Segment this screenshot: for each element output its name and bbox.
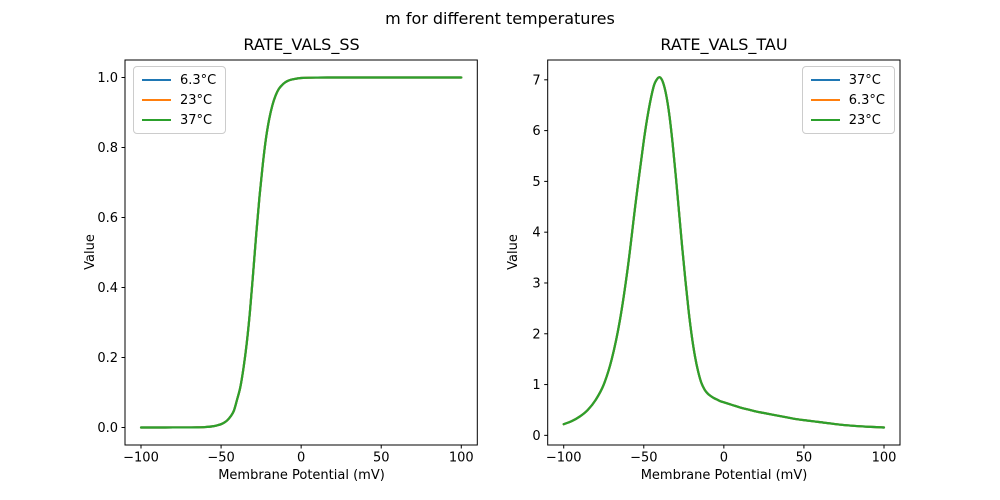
x-axis-label-ss: Membrane Potential (mV) (218, 468, 385, 483)
legend-ss: 6.3°C 23°C 37°C (133, 66, 227, 134)
legend-entry-label: 6.3°C (180, 72, 217, 88)
x-tick-label: −100 (546, 451, 582, 466)
legend-entry: 37°C (142, 112, 216, 128)
y-tick-label: 0.8 (97, 141, 118, 156)
legend-entry-label: 23°C (848, 112, 881, 128)
x-tick-label: 0 (720, 451, 728, 466)
subplot-title-rate-vals-tau: RATE_VALS_TAU (660, 35, 788, 54)
x-tick-label: −100 (123, 451, 159, 466)
subplot-title-rate-vals-ss: RATE_VALS_SS (243, 35, 360, 54)
y-tick-label: 4 (532, 226, 540, 241)
y-tick-label: 0.2 (97, 351, 118, 366)
y-tick-label: 2 (532, 327, 540, 342)
figure-suptitle: m for different temperatures (385, 9, 615, 28)
legend-entry: 6.3°C (810, 92, 885, 108)
legend-entry: 6.3°C (142, 72, 216, 88)
y-tick-label: 0 (532, 429, 540, 444)
legend-line-swatch (810, 79, 840, 81)
series-line-23C (562, 76, 886, 429)
y-axis-label-ss: Value (83, 234, 98, 270)
series-line-37C (139, 76, 463, 429)
x-tick-label: 0 (297, 451, 305, 466)
y-tick-label: 3 (532, 276, 540, 291)
legend-entry-label: 37°C (848, 72, 881, 88)
y-tick-label: 6 (532, 124, 540, 139)
y-tick-label: 0.0 (97, 421, 118, 436)
x-tick-label: 50 (796, 451, 813, 466)
legend-tau: 37°C 6.3°C 23°C (801, 66, 895, 134)
x-tick-label: 100 (449, 451, 474, 466)
y-tick-label: 5 (532, 175, 540, 190)
legend-line-swatch (142, 79, 171, 81)
x-tick-label: −50 (630, 451, 657, 466)
legend-line-swatch (810, 119, 840, 121)
legend-line-swatch (142, 119, 171, 121)
x-tick-label: 100 (872, 451, 897, 466)
legend-entry: 23°C (142, 92, 216, 108)
axes-frame (124, 59, 478, 446)
x-axis-label-tau: Membrane Potential (mV) (640, 468, 808, 483)
y-tick-label: 1 (532, 378, 540, 393)
y-axis-label-tau: Value (506, 234, 521, 270)
legend-entry-label: 37°C (180, 112, 213, 128)
legend-line-swatch (810, 99, 840, 101)
y-tick-label: 0.6 (97, 211, 118, 226)
legend-entry-label: 23°C (180, 92, 213, 108)
y-tick-label: 0.4 (97, 281, 118, 296)
legend-line-swatch (142, 99, 171, 101)
y-tick-label: 7 (532, 73, 540, 88)
axes-frame (547, 59, 901, 446)
legend-entry-label: 6.3°C (848, 92, 885, 108)
x-tick-label: 50 (373, 451, 390, 466)
y-tick-label: 1.0 (97, 71, 118, 86)
legend-entry: 37°C (810, 72, 885, 88)
x-tick-label: −50 (207, 451, 234, 466)
legend-entry: 23°C (810, 112, 885, 128)
